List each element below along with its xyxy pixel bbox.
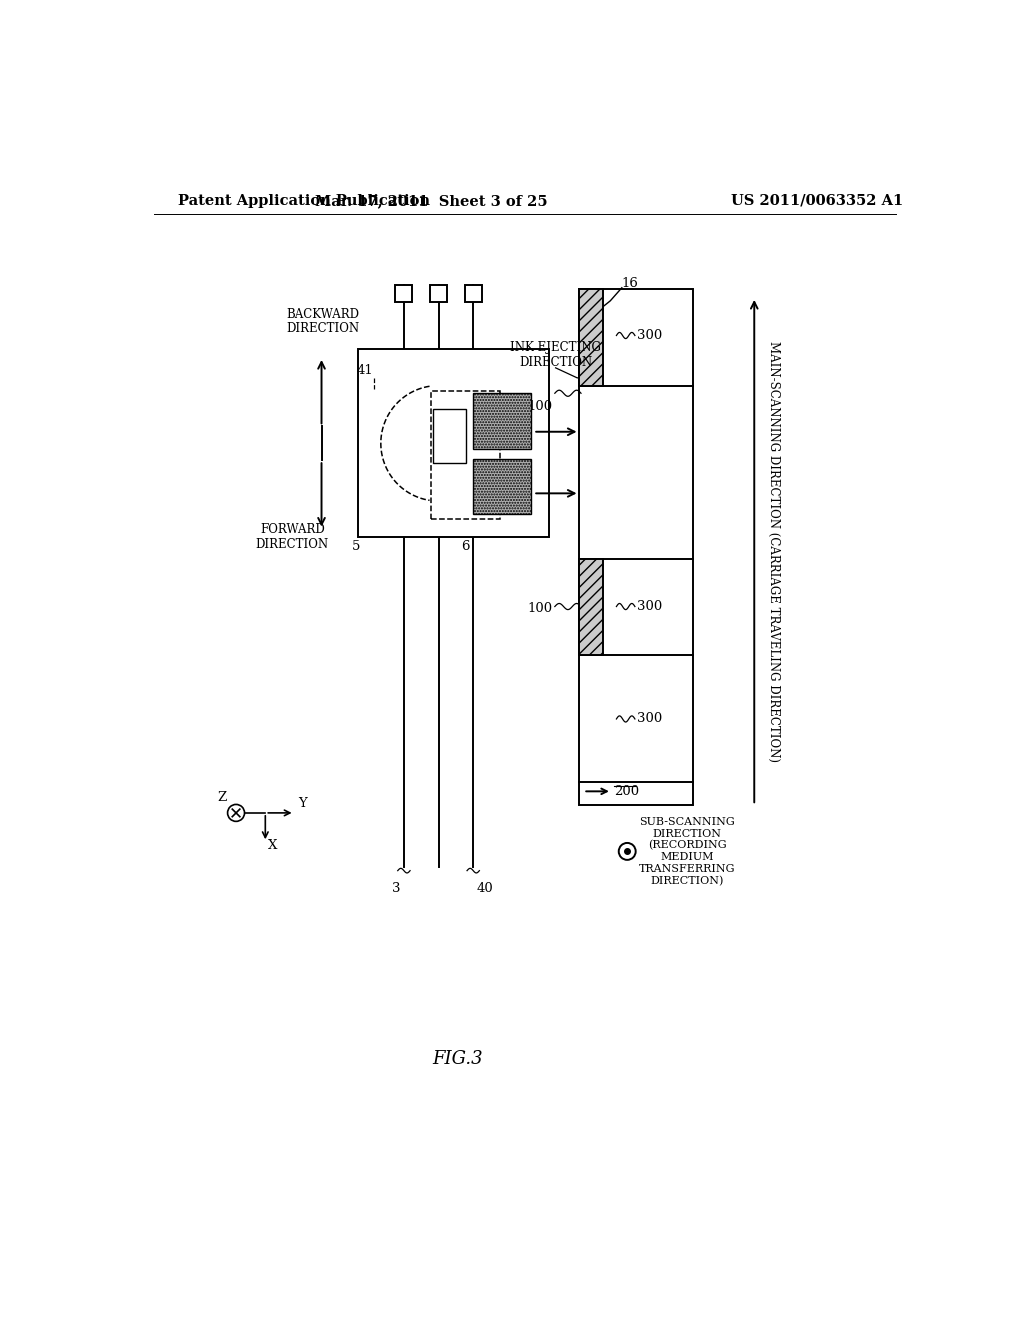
- Bar: [580, 289, 602, 385]
- Text: FIG.3: FIG.3: [432, 1051, 483, 1068]
- Text: BACKWARD
DIRECTION: BACKWARD DIRECTION: [287, 308, 359, 335]
- Bar: [473, 393, 531, 449]
- Text: 5: 5: [352, 540, 360, 553]
- Text: Z: Z: [217, 791, 226, 804]
- Bar: [580, 558, 602, 655]
- Text: Patent Application Publication: Patent Application Publication: [178, 194, 430, 207]
- Bar: [473, 459, 531, 515]
- Bar: [433, 409, 466, 462]
- Text: SUB-SCANNING
DIRECTION
(RECORDING
MEDIUM
TRANSFERRING
DIRECTION): SUB-SCANNING DIRECTION (RECORDING MEDIUM…: [639, 817, 735, 886]
- Bar: [357, 350, 549, 537]
- Text: 100: 100: [527, 602, 553, 615]
- Text: Y: Y: [298, 797, 306, 810]
- Text: 300: 300: [637, 329, 663, 342]
- Text: MAIN-SCANNING DIRECTION (CARRIAGE TRAVELING DIRECTION): MAIN-SCANNING DIRECTION (CARRIAGE TRAVEL…: [767, 341, 780, 762]
- Bar: [580, 289, 692, 805]
- Text: 300: 300: [637, 601, 663, 612]
- Bar: [465, 285, 481, 302]
- Text: 300: 300: [637, 713, 663, 726]
- Text: Mar. 17, 2011  Sheet 3 of 25: Mar. 17, 2011 Sheet 3 of 25: [314, 194, 547, 207]
- Text: 40: 40: [477, 882, 494, 895]
- Bar: [395, 285, 413, 302]
- Text: 100: 100: [527, 400, 553, 413]
- Text: US 2011/0063352 A1: US 2011/0063352 A1: [731, 194, 903, 207]
- Text: 41: 41: [356, 363, 373, 376]
- Bar: [430, 285, 447, 302]
- Text: 6: 6: [461, 540, 470, 553]
- Text: FORWARD
DIRECTION: FORWARD DIRECTION: [256, 523, 329, 552]
- Bar: [431, 391, 500, 519]
- Text: 200: 200: [614, 785, 639, 797]
- Text: X: X: [268, 838, 278, 851]
- Text: 3: 3: [391, 882, 400, 895]
- Text: 16: 16: [622, 277, 639, 289]
- Text: INK EJECTING
DIRECTION: INK EJECTING DIRECTION: [510, 341, 601, 368]
